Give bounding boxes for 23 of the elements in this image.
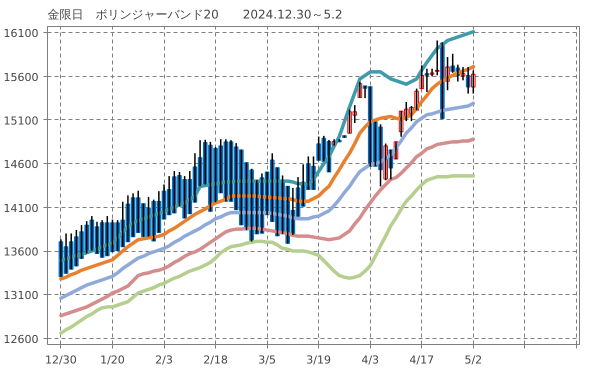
y-tick-label: 15600	[4, 70, 39, 84]
y-tick-label: 12600	[4, 332, 39, 346]
y-tick-label: 13600	[4, 246, 39, 259]
x-tick-label: 4/17	[409, 354, 434, 366]
x-tick-label: 2/18	[203, 354, 228, 366]
x-tick-label: 3/5	[258, 354, 276, 366]
line-series	[59, 102, 476, 300]
y-tick-label: 14100	[4, 202, 39, 215]
line-series	[59, 174, 476, 335]
x-tick-label: 5/2	[464, 354, 482, 366]
y-tick-label: 13100	[4, 289, 39, 302]
line-series	[59, 137, 476, 318]
y-tick-label: 15100	[4, 114, 39, 128]
y-tick-label: 14600	[4, 158, 39, 172]
x-tick-label: 2/3	[155, 354, 173, 366]
x-tick-label: 1/20	[100, 354, 125, 366]
x-tick-label: 12/30	[45, 354, 77, 366]
x-tick-label: 4/3	[361, 354, 380, 366]
line-series	[59, 64, 476, 281]
y-tick-label: 16100	[4, 27, 39, 40]
chart-title: 金限日 ボリンジャーバンド20 2024.12.30～5.2	[48, 8, 343, 22]
candlestick	[342, 134, 347, 138]
x-tick-label: 3/19	[306, 354, 332, 366]
